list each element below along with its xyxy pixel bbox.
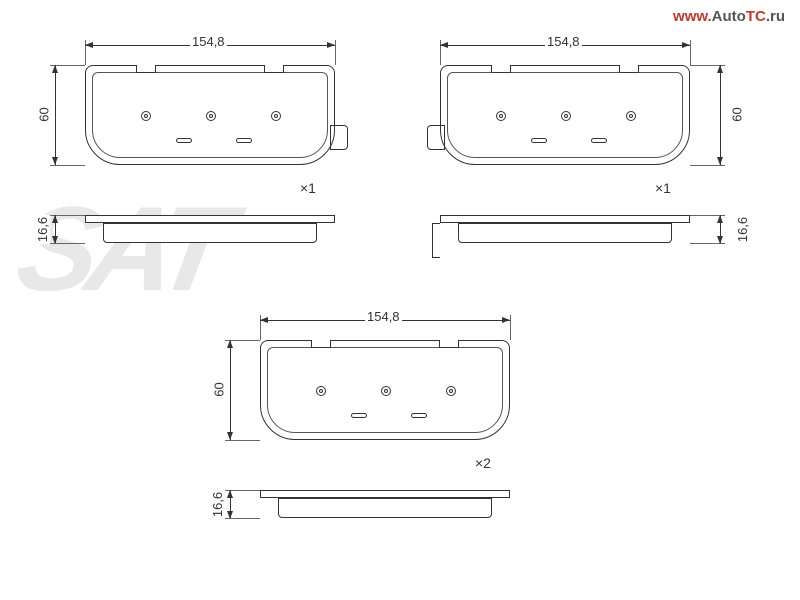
dim-line	[230, 340, 231, 440]
dim-width-b: 154,8	[365, 309, 402, 324]
qty-tr: ×1	[655, 180, 671, 196]
url-prefix: www.	[673, 8, 712, 25]
url-auto: Auto	[712, 8, 746, 25]
ext-line	[50, 165, 85, 166]
ext-line	[510, 315, 511, 340]
dim-thick-b: 16,6	[210, 490, 225, 519]
dim-arrow	[717, 236, 723, 244]
dim-arrow	[52, 236, 58, 244]
dim-width-tr: 154,8	[545, 34, 582, 49]
clip-tl	[330, 125, 348, 150]
dim-arrow	[260, 317, 268, 323]
url-suffix: .ru	[766, 8, 785, 25]
dim-arrow	[52, 65, 58, 73]
url-tc: TC	[746, 8, 766, 25]
dim-line	[720, 65, 721, 165]
dim-height-tl: 60	[37, 105, 52, 123]
dim-line	[55, 65, 56, 165]
dim-arrow	[682, 42, 690, 48]
dim-arrow	[717, 65, 723, 73]
dim-arrow	[52, 157, 58, 165]
watermark-url: www.AutoTC.ru	[673, 8, 785, 25]
side-view-tl	[85, 215, 335, 245]
qty-b: ×2	[475, 455, 491, 471]
dim-arrow	[717, 157, 723, 165]
dim-arrow	[227, 432, 233, 440]
dim-arrow	[502, 317, 510, 323]
qty-tl: ×1	[300, 180, 316, 196]
dim-thick-tl: 16,6	[35, 215, 50, 244]
dim-arrow	[440, 42, 448, 48]
clip-tr	[427, 125, 445, 150]
side-view-tr	[440, 215, 690, 245]
dim-arrow	[52, 215, 58, 223]
ext-line	[225, 440, 260, 441]
ext-line	[690, 165, 725, 166]
dim-width-tl: 154,8	[190, 34, 227, 49]
dim-thick-tr: 16,6	[735, 215, 750, 244]
brake-pad-bottom	[260, 340, 510, 440]
dim-arrow	[227, 511, 233, 519]
dim-arrow	[717, 215, 723, 223]
brake-pad-top-right	[440, 65, 690, 165]
watermark-logo: SAT	[8, 180, 233, 318]
ext-line	[335, 40, 336, 65]
dim-arrow	[227, 490, 233, 498]
side-view-b	[260, 490, 510, 520]
brake-pad-top-left	[85, 65, 335, 165]
dim-height-b: 60	[212, 380, 227, 398]
ext-line	[690, 40, 691, 65]
dim-arrow	[227, 340, 233, 348]
dim-arrow	[327, 42, 335, 48]
dim-height-tr: 60	[730, 105, 745, 123]
dim-arrow	[85, 42, 93, 48]
